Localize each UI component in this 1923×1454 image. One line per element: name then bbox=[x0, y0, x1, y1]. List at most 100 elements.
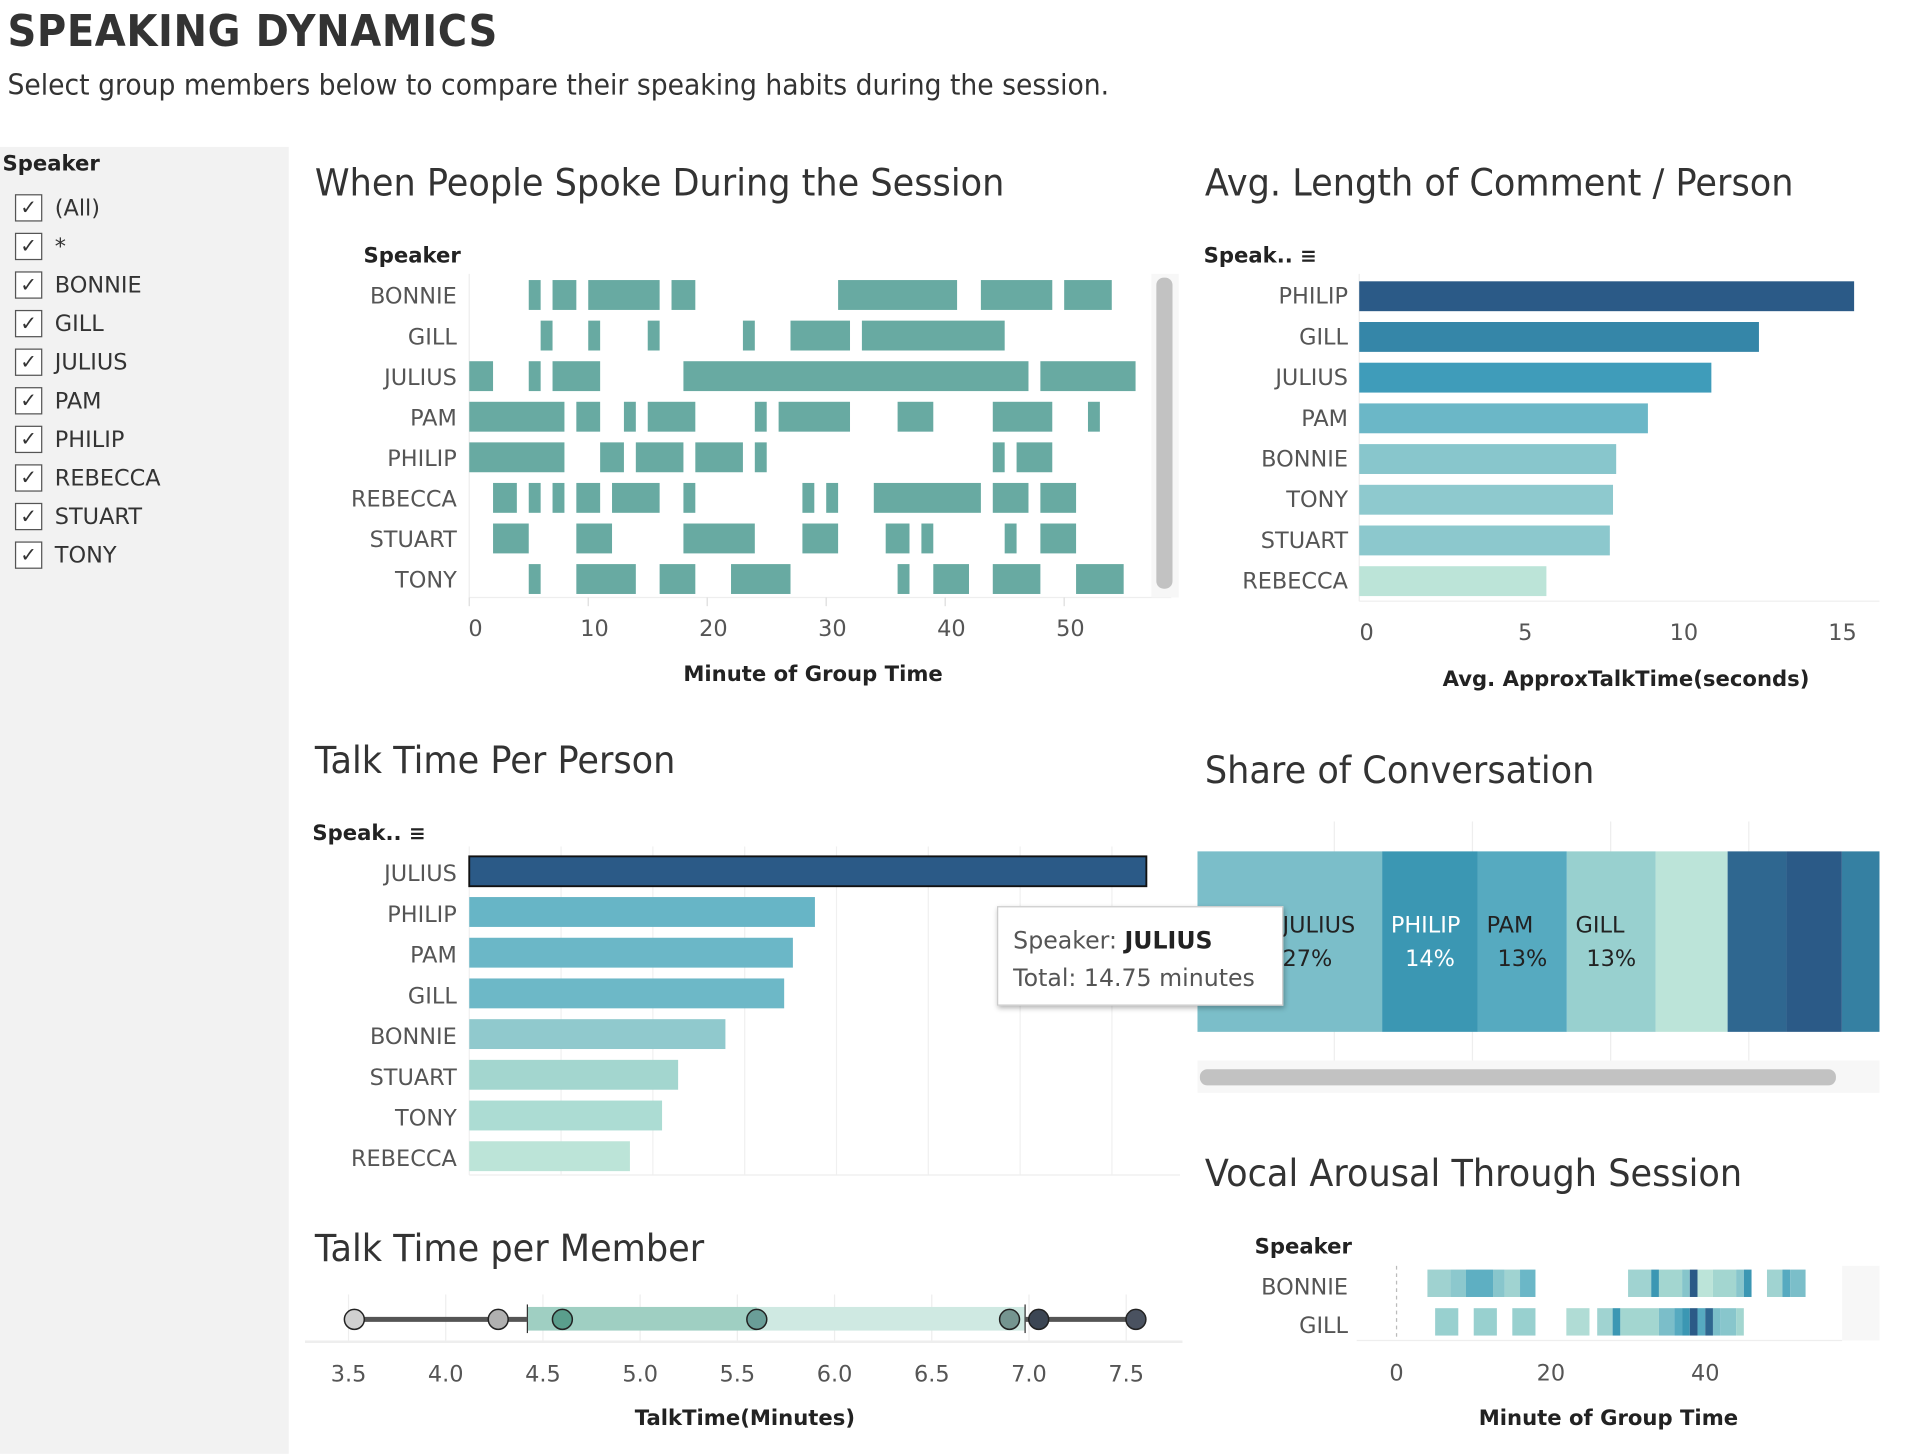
member-x-axis-label: TalkTime(Minutes) bbox=[634, 1406, 856, 1432]
speaker-filter: Speaker ✓ (All) ✓ * ✓ BONNIE ✓ GILL ✓ JULIUS ✓ PAM ✓… bbox=[0, 146, 289, 1454]
gantt-segment bbox=[992, 564, 1041, 594]
avg-bar-chart: PHILIP GILL JULIUS PAM BONNIE TONY STUART REBEC… bbox=[1242, 273, 1880, 646]
row-label: BONNIE bbox=[370, 284, 457, 310]
checkmark-icon: ✓ bbox=[20, 426, 37, 451]
filter-item[interactable]: ✓ PHILIP bbox=[14, 425, 124, 454]
row-label: GILL bbox=[408, 983, 457, 1009]
heat-cell bbox=[1658, 1308, 1675, 1336]
gantt-segment bbox=[493, 482, 517, 513]
bar bbox=[468, 855, 1148, 888]
when-x-axis-label: Minute of Group Time bbox=[683, 662, 943, 688]
row-label: JULIUS bbox=[382, 365, 457, 391]
filter-item[interactable]: ✓ GILL bbox=[14, 309, 104, 338]
tooltip-speaker-label: Speaker: bbox=[1013, 927, 1125, 955]
page-title: SPEAKING DYNAMICS bbox=[7, 7, 498, 58]
filter-item[interactable]: ✓ TONY bbox=[14, 541, 117, 569]
heat-cell bbox=[1450, 1269, 1467, 1297]
heat-cell bbox=[1435, 1308, 1459, 1336]
talk-row-header-label: Speak.. bbox=[312, 821, 402, 847]
bar bbox=[469, 1141, 630, 1172]
gantt-segment bbox=[1004, 523, 1017, 554]
tick-label: 10 bbox=[580, 616, 609, 642]
filter-item[interactable]: ✓ REBECCA bbox=[14, 464, 161, 492]
heat-cell bbox=[1504, 1269, 1521, 1297]
when-row-header[interactable]: Speaker bbox=[363, 243, 461, 269]
gantt-segment bbox=[647, 320, 660, 351]
vocal-heat-strip: BONNIE GILL 0 20 40 bbox=[1261, 1265, 1880, 1386]
row-label: TONY bbox=[1285, 487, 1348, 513]
checkbox[interactable]: ✓ bbox=[14, 387, 43, 415]
sort-descending-icon[interactable]: ≡ bbox=[1300, 243, 1317, 268]
tooltip: Speaker: JULIUS Total: 14.75 minutes bbox=[997, 906, 1284, 1006]
filter-item[interactable]: ✓ JULIUS bbox=[14, 348, 128, 376]
checkbox[interactable]: ✓ bbox=[14, 271, 43, 299]
filter-item[interactable]: ✓ * bbox=[14, 232, 66, 261]
checkbox[interactable]: ✓ bbox=[14, 502, 43, 531]
avg-row-header[interactable]: Speak.. ≡ bbox=[1204, 244, 1317, 269]
bar bbox=[1359, 484, 1614, 515]
bar bbox=[1359, 403, 1648, 434]
tick-label: 20 bbox=[1537, 1360, 1565, 1386]
gantt-segment bbox=[1040, 523, 1077, 554]
filter-item-label: BONNIE bbox=[54, 271, 142, 299]
scrollbar-track bbox=[1842, 1265, 1880, 1341]
heat-cell bbox=[1790, 1269, 1806, 1297]
gantt-segment bbox=[838, 280, 958, 310]
heat-cell bbox=[1628, 1269, 1652, 1297]
gantt-segment bbox=[897, 401, 934, 432]
heat-cell bbox=[1705, 1308, 1713, 1336]
data-point bbox=[1125, 1308, 1147, 1331]
tooltip-total: Total: 14.75 minutes bbox=[1013, 964, 1255, 993]
gantt-segment bbox=[635, 442, 684, 473]
checkbox[interactable]: ✓ bbox=[14, 464, 43, 492]
heat-cell bbox=[1674, 1308, 1683, 1336]
tick-label: 3.5 bbox=[331, 1362, 367, 1388]
checkmark-icon: ✓ bbox=[20, 504, 37, 528]
row-label: PAM bbox=[1301, 406, 1348, 432]
gantt-segment bbox=[469, 442, 565, 473]
row-label: TONY bbox=[394, 1105, 457, 1131]
vocal-row-header[interactable]: Speaker bbox=[1254, 1234, 1352, 1260]
talk-row-header[interactable]: Speak.. ≡ bbox=[312, 822, 425, 847]
row-label: GILL bbox=[408, 324, 457, 350]
filter-item-label: (All) bbox=[54, 194, 101, 221]
bar bbox=[1359, 322, 1759, 352]
gantt-segment bbox=[576, 401, 601, 432]
filter-item[interactable]: ✓ STUART bbox=[14, 502, 142, 531]
gantt-segment bbox=[683, 482, 696, 513]
tick-label: 7.0 bbox=[1011, 1362, 1047, 1388]
filter-item[interactable]: ✓ BONNIE bbox=[14, 271, 142, 299]
gantt-segment bbox=[1064, 280, 1112, 310]
filter-item-label: * bbox=[54, 233, 66, 260]
data-point bbox=[998, 1308, 1021, 1331]
member-chart-title: Talk Time per Member bbox=[314, 1227, 705, 1271]
gantt-segment bbox=[754, 442, 767, 473]
vocal-chart-title: Vocal Arousal Through Session bbox=[1204, 1152, 1743, 1197]
checkbox[interactable]: ✓ bbox=[14, 194, 43, 222]
checkbox[interactable]: ✓ bbox=[14, 425, 43, 454]
data-point bbox=[487, 1308, 509, 1331]
filter-item-label: JULIUS bbox=[54, 349, 128, 376]
filter-item-label: PAM bbox=[54, 387, 102, 414]
checkbox[interactable]: ✓ bbox=[14, 541, 43, 569]
sort-descending-icon[interactable]: ≡ bbox=[408, 821, 426, 846]
share-label: PAM bbox=[1487, 912, 1534, 938]
tick-label: 4.5 bbox=[525, 1362, 561, 1388]
gantt-segment bbox=[683, 361, 1029, 392]
checkbox[interactable]: ✓ bbox=[14, 309, 43, 338]
filter-item[interactable]: ✓ PAM bbox=[14, 387, 102, 415]
heat-cell bbox=[1566, 1308, 1590, 1336]
heat-cell bbox=[1697, 1269, 1713, 1297]
filter-item-label: TONY bbox=[54, 542, 117, 569]
avg-x-axis-label: Avg. ApproxTalkTime(seconds) bbox=[1442, 667, 1810, 693]
gantt-segment bbox=[742, 320, 755, 351]
checkbox[interactable]: ✓ bbox=[14, 348, 43, 376]
gantt-segment bbox=[992, 482, 1029, 513]
heat-cell bbox=[1520, 1269, 1536, 1297]
checkmark-icon: ✓ bbox=[20, 311, 37, 335]
checkbox[interactable]: ✓ bbox=[14, 232, 43, 261]
data-point bbox=[343, 1308, 366, 1331]
share-label: JULIUS bbox=[1281, 912, 1356, 938]
row-label: REBECCA bbox=[1242, 569, 1348, 595]
filter-item[interactable]: ✓ (All) bbox=[14, 194, 101, 222]
